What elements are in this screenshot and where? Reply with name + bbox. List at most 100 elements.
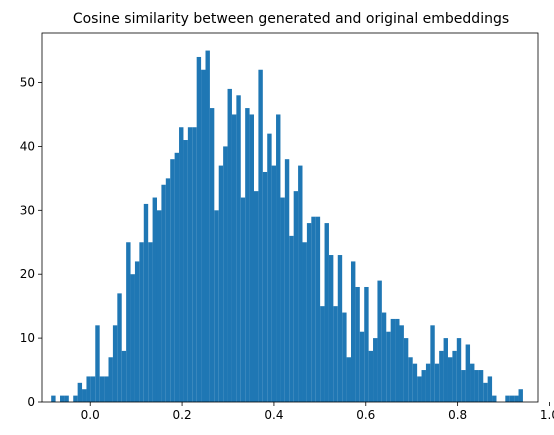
histogram-bar: [447, 357, 453, 402]
histogram-bar: [425, 363, 431, 402]
y-tick-label: 0: [27, 395, 35, 409]
histogram-bar: [60, 395, 65, 402]
histogram-bar: [130, 274, 135, 402]
histogram-bar: [139, 242, 144, 402]
histogram-bar: [205, 50, 210, 402]
histogram-bar: [289, 235, 294, 402]
histogram-bar: [381, 312, 387, 402]
histogram-bar: [518, 389, 523, 402]
histogram-bar: [483, 382, 488, 402]
histogram-bar: [121, 350, 127, 402]
histogram-bar: [276, 114, 281, 402]
x-tick-label: 0.6: [356, 408, 375, 422]
histogram-bar: [267, 133, 272, 403]
histogram-bar: [161, 184, 166, 402]
y-tick-label: 50: [20, 76, 35, 90]
histogram-bar: [209, 108, 215, 403]
histogram-bar: [399, 325, 404, 402]
histogram-bar: [218, 165, 224, 402]
histogram-bar: [148, 242, 153, 402]
x-tick-label: 0.8: [448, 408, 467, 422]
histogram-bar: [271, 165, 277, 402]
histogram-bar: [134, 261, 140, 402]
x-tick-label: 1.0: [540, 408, 554, 422]
histogram-bar: [51, 395, 56, 402]
histogram-bar: [487, 376, 493, 402]
histogram-bar: [82, 389, 87, 402]
histogram-bar: [443, 338, 448, 402]
histogram-bar: [452, 350, 457, 402]
histogram-bar: [117, 293, 122, 402]
y-tick-label: 20: [20, 267, 35, 281]
histogram-bar: [214, 210, 219, 402]
histogram-bar: [95, 325, 100, 402]
histogram-bar: [333, 306, 338, 402]
histogram-bar: [346, 357, 351, 402]
histogram-bar: [439, 350, 444, 402]
histogram-bar: [324, 223, 329, 402]
histogram-bar: [143, 203, 149, 402]
histogram-bar: [165, 178, 171, 402]
histogram-bar: [258, 69, 263, 402]
bars-group: [51, 50, 523, 403]
histogram-bar: [328, 255, 334, 402]
histogram-bar: [342, 312, 347, 402]
histogram-bar: [86, 376, 91, 402]
histogram-bar: [373, 338, 378, 402]
histogram-bar: [280, 197, 285, 402]
histogram-bar: [227, 88, 232, 402]
histogram-bar: [364, 286, 369, 402]
histogram-bar: [390, 318, 396, 402]
histogram-bar: [192, 127, 197, 402]
histogram-bar: [249, 114, 254, 402]
histogram-bar: [474, 370, 479, 402]
axes-group: 0.0 0.2 0.4 0.6 0.8 1.0 0 10 20 30 40 50: [20, 32, 554, 422]
histogram-bar: [174, 152, 180, 402]
histogram-bar: [306, 223, 312, 402]
histogram-bar: [408, 357, 413, 402]
histogram-bar: [320, 306, 325, 402]
histogram-bar: [240, 197, 246, 402]
histogram-bar: [156, 210, 162, 402]
histogram-bar: [253, 191, 259, 402]
x-tick-label: 0.2: [173, 408, 192, 422]
histogram-bar: [478, 370, 484, 402]
histogram-bar: [509, 395, 515, 402]
histogram-bar: [73, 395, 78, 402]
x-tick-label: 0.0: [81, 408, 100, 422]
histogram-bar: [152, 197, 157, 402]
histogram-bar: [386, 331, 391, 402]
histogram-bar: [90, 376, 96, 402]
histogram-bar: [337, 255, 343, 402]
histogram-bar: [355, 286, 360, 402]
histogram-bar: [412, 363, 418, 402]
histogram-bar: [298, 165, 303, 402]
histogram-bar: [293, 191, 299, 402]
histogram-bar: [187, 127, 193, 402]
histogram-bar: [470, 363, 475, 402]
histogram-bar: [434, 363, 440, 402]
chart-title: Cosine similarity between generated and …: [73, 11, 509, 27]
histogram-bar: [126, 242, 131, 402]
histogram-bar: [315, 216, 321, 402]
histogram-bar: [64, 395, 69, 402]
histogram-bar: [170, 159, 175, 402]
histogram-bar: [302, 242, 307, 402]
histogram-bar: [236, 95, 241, 402]
histogram-bar: [395, 318, 400, 402]
histogram-bar: [492, 395, 497, 402]
histogram-bar: [350, 261, 356, 402]
y-tick-label: 30: [20, 203, 35, 217]
histogram-bar: [196, 56, 202, 403]
histogram-bar: [377, 280, 382, 402]
y-tick-label: 40: [20, 139, 35, 153]
histogram-bar: [104, 376, 109, 402]
histogram-bar: [262, 171, 268, 402]
histogram-bar: [311, 216, 316, 402]
histogram-bar: [223, 146, 228, 402]
y-tick-label: 10: [20, 331, 35, 345]
histogram-bar: [403, 338, 409, 402]
histogram-bar: [201, 69, 206, 402]
histogram-bar: [456, 338, 462, 402]
